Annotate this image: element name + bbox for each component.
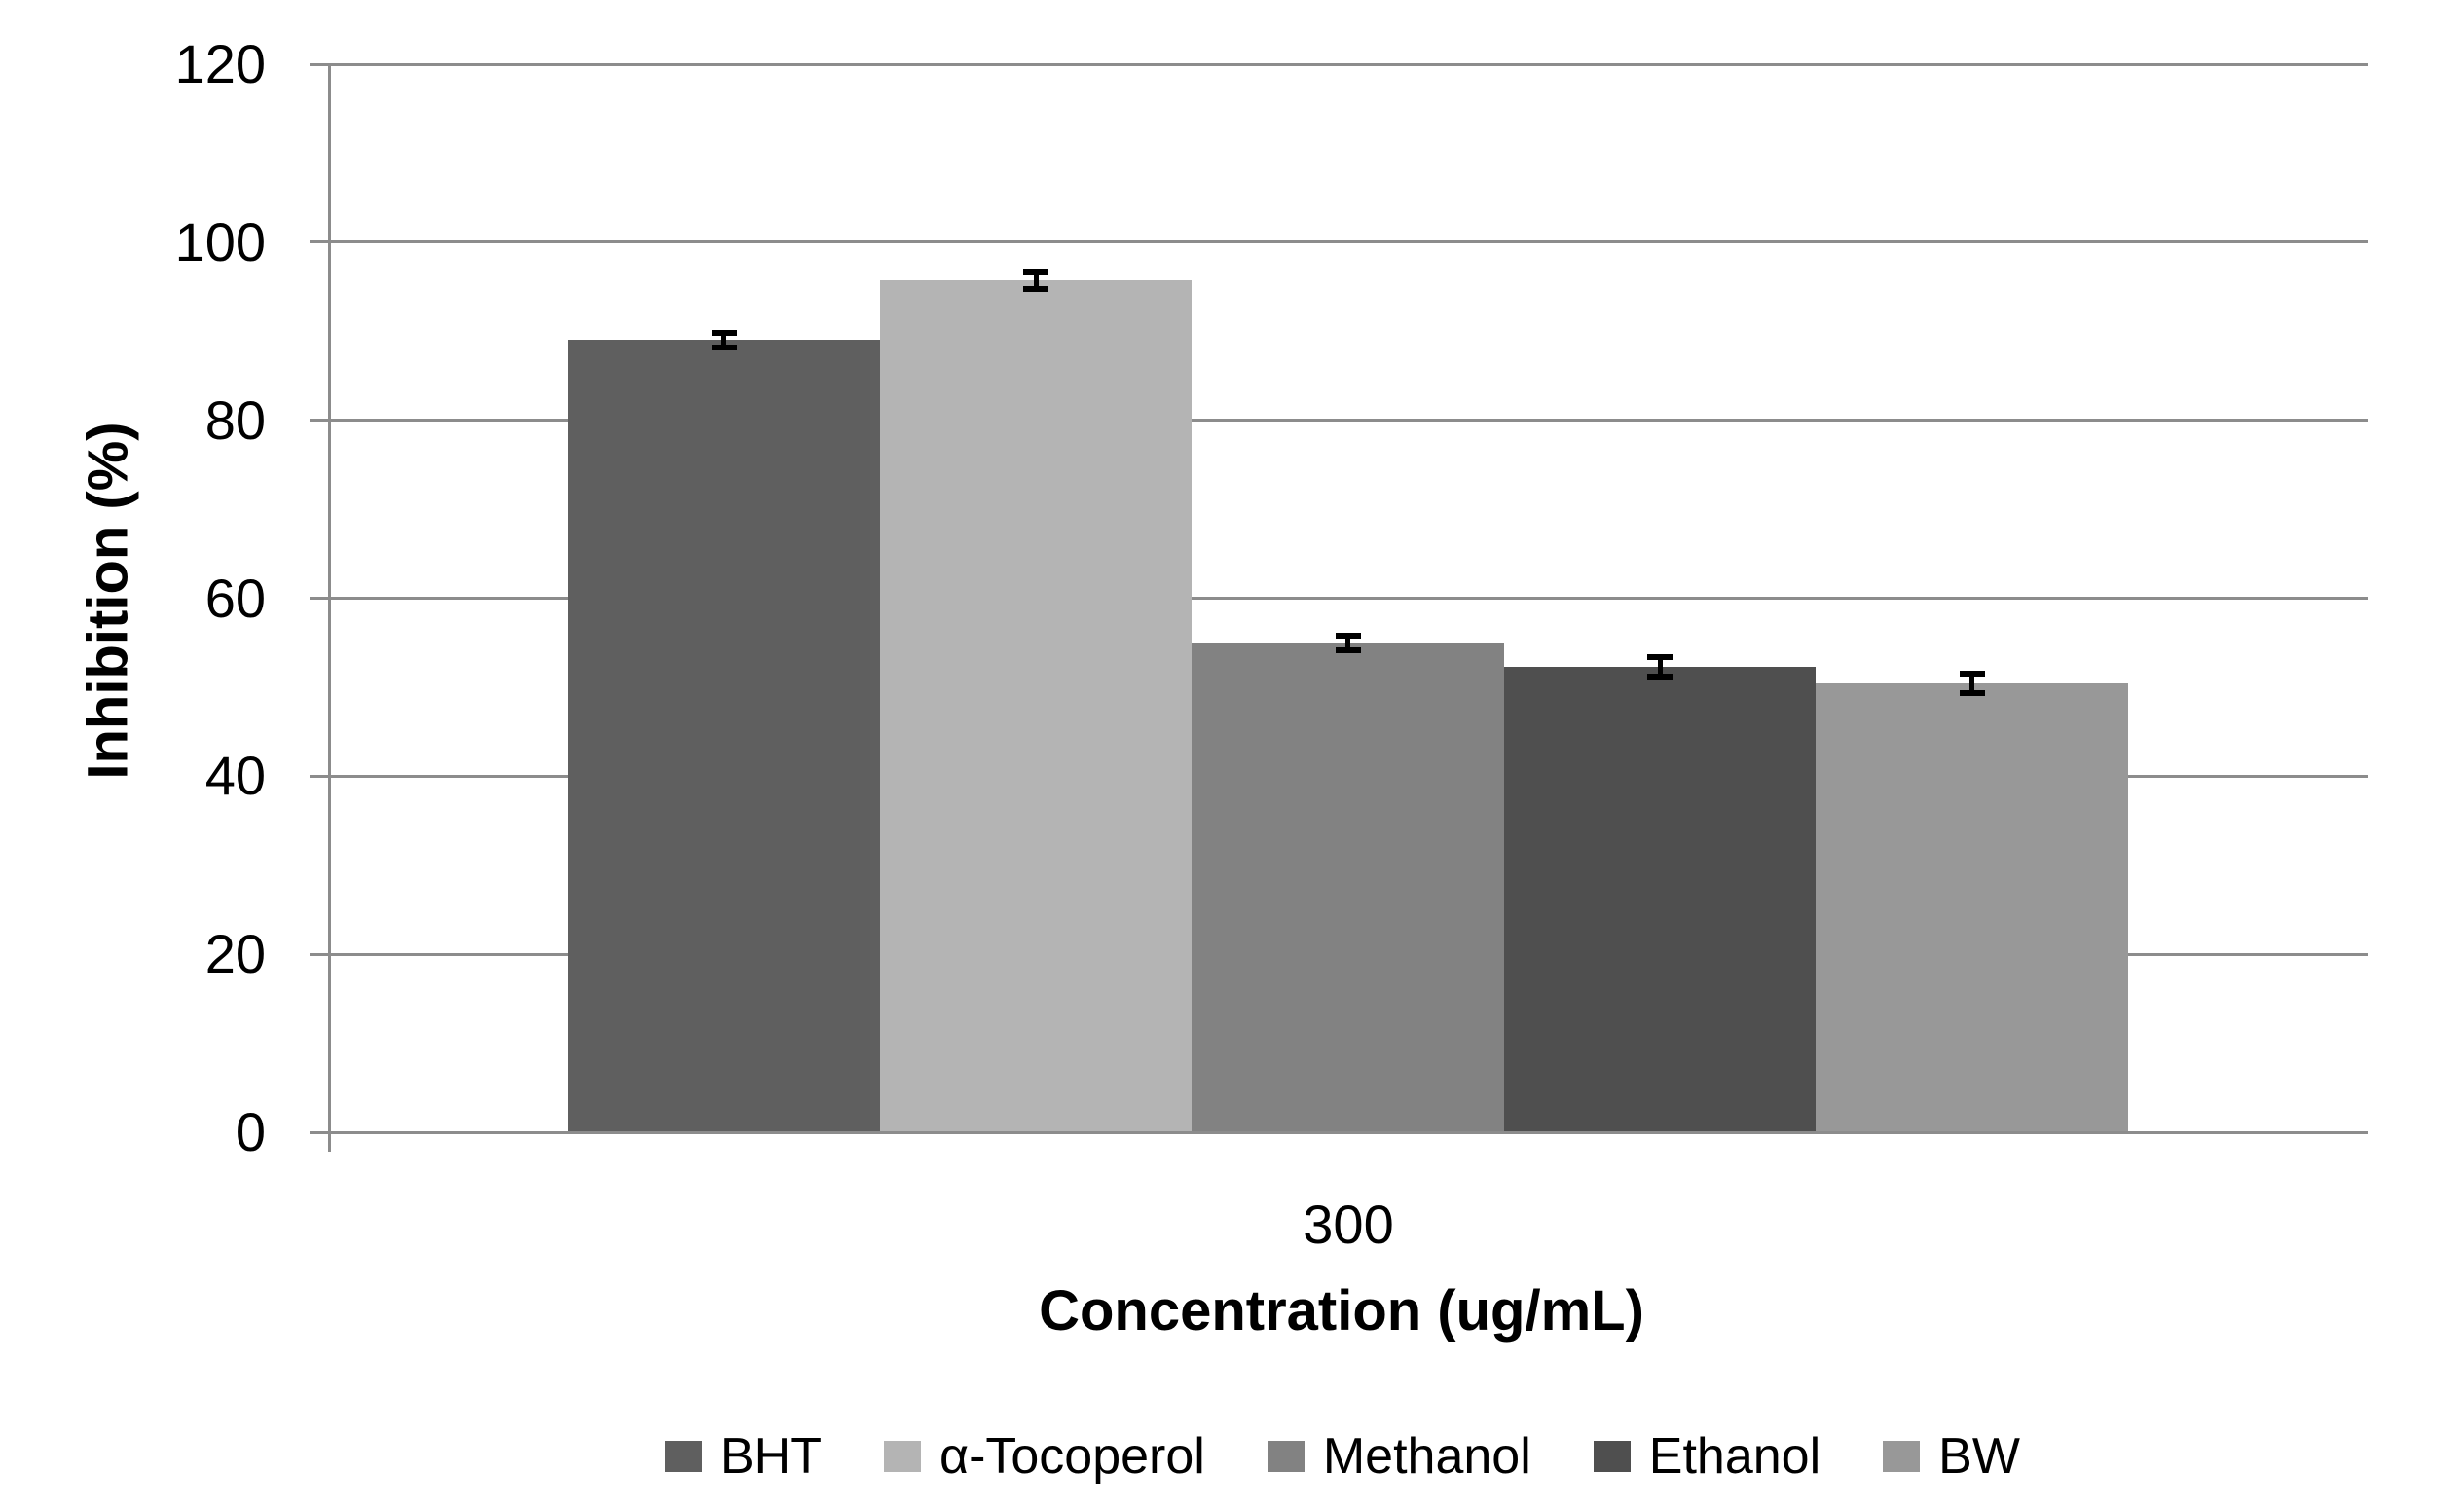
y-axis-title: Inhibition (%) xyxy=(76,422,140,780)
y-tick-mark-100 xyxy=(310,240,329,244)
error-bar-cap-bottom-BHT xyxy=(711,344,737,350)
bar-Methanol xyxy=(1192,643,1504,1132)
gridline-y80 xyxy=(329,419,2368,423)
y-tick-mark-80 xyxy=(310,419,329,423)
y-tick-mark-120 xyxy=(310,62,329,66)
bar-BW xyxy=(1816,683,2128,1132)
legend-swatch-Ethanol xyxy=(1593,1441,1631,1472)
gridline-y120 xyxy=(329,62,2368,66)
legend-item-Methanol: Methanol xyxy=(1267,1428,1531,1485)
legend-label-BHT: BHT xyxy=(720,1428,822,1485)
y-tick-label-40: 40 xyxy=(204,745,266,807)
error-bar-cap-top-Methanol xyxy=(1335,632,1361,639)
error-bar-cap-top-BHT xyxy=(711,330,737,337)
y-tick-mark-60 xyxy=(310,597,329,600)
y-tick-mark-20 xyxy=(310,952,329,956)
legend-swatch-Methanol xyxy=(1267,1441,1305,1472)
gridline-y60 xyxy=(329,597,2368,600)
legend-swatch-α-Tocoperol xyxy=(884,1441,921,1472)
error-bar-cap-bottom-α-Tocoperol xyxy=(1023,286,1048,293)
error-bar-line-Methanol xyxy=(1345,635,1350,650)
bar-Ethanol xyxy=(1504,666,1816,1132)
error-bar-line-BW xyxy=(1969,674,1974,694)
legend-item-Ethanol: Ethanol xyxy=(1593,1428,1821,1485)
error-bar-cap-top-Ethanol xyxy=(1647,653,1673,660)
error-bar-line-BHT xyxy=(721,333,726,348)
y-tick-label-120: 120 xyxy=(174,33,266,94)
y-tick-label-20: 20 xyxy=(204,923,266,985)
y-tick-mark-40 xyxy=(310,774,329,778)
legend-label-Methanol: Methanol xyxy=(1322,1428,1531,1485)
legend-label-α-Tocoperol: α-Tocoperol xyxy=(939,1428,1205,1485)
error-bar-cap-bottom-BW xyxy=(1959,690,1985,697)
x-axis-title: Concentration (ug/mL) xyxy=(1039,1279,1644,1343)
error-bar-cap-top-BW xyxy=(1959,671,1985,678)
gridline-y100 xyxy=(329,240,2368,244)
x-category-label: 300 xyxy=(1303,1194,1394,1255)
y-tick-label-80: 80 xyxy=(204,388,266,451)
y-tick-label-100: 100 xyxy=(174,210,266,273)
legend-label-Ethanol: Ethanol xyxy=(1648,1428,1821,1485)
error-bar-line-α-Tocoperol xyxy=(1033,272,1039,290)
legend-item-α-Tocoperol: α-Tocoperol xyxy=(884,1429,1205,1484)
error-bar-line-Ethanol xyxy=(1657,656,1663,677)
y-tick-mark-0 xyxy=(310,1130,329,1134)
bar-α-Tocoperol xyxy=(880,280,1192,1132)
legend: BHT α-Tocoperol Methanol Ethanol BW xyxy=(665,1429,2020,1484)
y-axis-line xyxy=(327,64,331,1152)
error-bar-cap-bottom-Methanol xyxy=(1335,646,1361,653)
legend-swatch-BHT xyxy=(665,1441,702,1472)
legend-label-BW: BW xyxy=(1938,1428,2020,1485)
bar-BHT xyxy=(568,340,880,1132)
legend-swatch-BW xyxy=(1883,1441,1921,1472)
legend-item-BW: BW xyxy=(1883,1429,2020,1484)
y-tick-label-0: 0 xyxy=(235,1101,266,1162)
y-tick-label-60: 60 xyxy=(204,567,266,629)
legend-item-BHT: BHT xyxy=(665,1429,822,1484)
error-bar-cap-bottom-Ethanol xyxy=(1647,673,1673,680)
error-bar-cap-top-α-Tocoperol xyxy=(1023,269,1048,275)
x-axis-line xyxy=(329,1130,2368,1134)
